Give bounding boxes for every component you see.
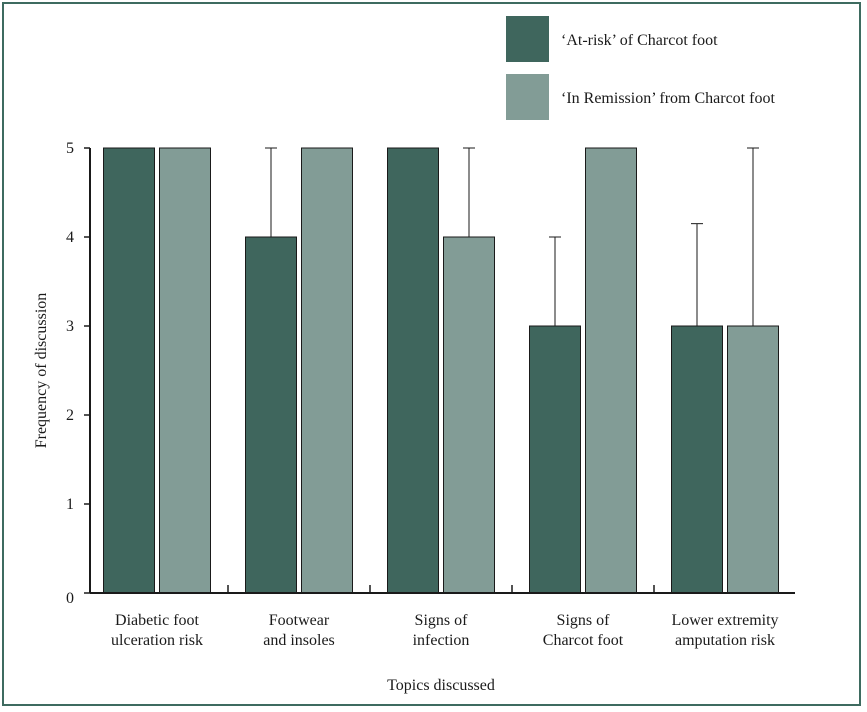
y-tick-label-3: 3 (66, 318, 74, 335)
y-tick-label-0: 0 (66, 590, 74, 607)
y-tick-label-4: 4 (66, 229, 74, 246)
bar-series1-cat2 (245, 236, 297, 594)
legend-label-in-remission: ‘In Remission’ from Charcot foot (561, 90, 775, 107)
x-axis-label: Topics discussed (387, 677, 495, 694)
bar-series1-cat5 (671, 325, 723, 594)
bar-series1-cat1 (103, 147, 155, 594)
bar-series1-cat4 (529, 325, 581, 594)
bar-series2-cat2 (301, 147, 353, 594)
bar-series2-cat5 (727, 325, 779, 594)
x-tick-label-1: Diabetic foot ulceration risk (111, 612, 203, 649)
legend-label-at-risk: ‘At-risk’ of Charcot foot (561, 32, 718, 49)
x-tick-label-2: Footwear and insoles (263, 612, 335, 649)
y-tick-label-5: 5 (66, 140, 74, 157)
legend: ‘At-risk’ of Charcot foot ‘In Remission’… (506, 16, 775, 120)
axes-group: 0 1 2 3 4 5 (66, 140, 795, 607)
legend-swatch-in-remission (506, 74, 549, 120)
legend-swatch-at-risk (506, 16, 549, 62)
x-tick-label-4: Signs of Charcot foot (543, 612, 624, 649)
y-tick-label-2: 2 (66, 407, 74, 424)
bar-series2-cat1 (159, 147, 211, 594)
y-axis-label: Frequency of discussion (33, 293, 50, 449)
bars-group (103, 147, 779, 594)
bar-series1-cat3 (387, 147, 439, 594)
y-tick-label-1: 1 (66, 496, 74, 513)
error-bars-group (123, 147, 759, 326)
bar-series2-cat3 (443, 236, 495, 594)
x-tick-label-5: Lower extremity amputation risk (671, 612, 778, 649)
x-tick-labels: Diabetic foot ulceration risk Footwear and … (111, 612, 779, 649)
x-tick-label-3: Signs of infection (413, 612, 470, 649)
bar-series2-cat4 (585, 147, 637, 594)
